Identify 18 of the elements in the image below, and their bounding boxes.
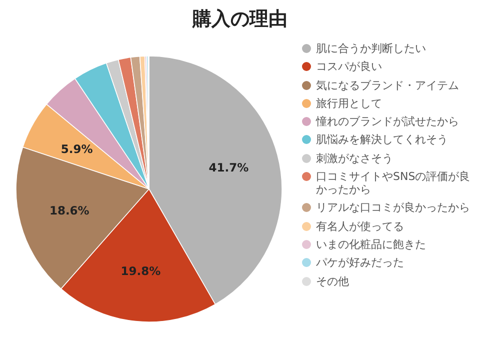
legend-label: 肌悩みを解決してくれそう [316, 133, 448, 146]
data-label: 18.6% [49, 204, 90, 218]
legend-label: 気になるブランド・アイテム [316, 78, 459, 92]
legend-label: パケが好みだった [316, 256, 404, 270]
legend-label: コスパが良い [316, 60, 382, 74]
legend-label: 旅行用として [316, 96, 382, 110]
chart-title: 購入の理由 [191, 7, 288, 32]
legend-label: いまの化粧品に飽きた [316, 238, 426, 251]
data-label: 41.7% [208, 160, 250, 175]
legend-label: その他 [316, 274, 349, 288]
data-label: 19.8% [120, 264, 162, 278]
legend-label: 有名人が使ってる [316, 220, 404, 233]
data-label: 5.9% [60, 142, 94, 156]
legend-label: 口コミサイトやSNSの評価が良かったから [316, 170, 470, 196]
legend-label: 刺激がなさそう [316, 152, 393, 165]
legend-label: 肌に合うか判断したい [316, 42, 426, 55]
legend-label: 憧れのブランドが試せたから [316, 115, 459, 128]
legend-label: リアルな口コミが良かったから [316, 201, 470, 214]
